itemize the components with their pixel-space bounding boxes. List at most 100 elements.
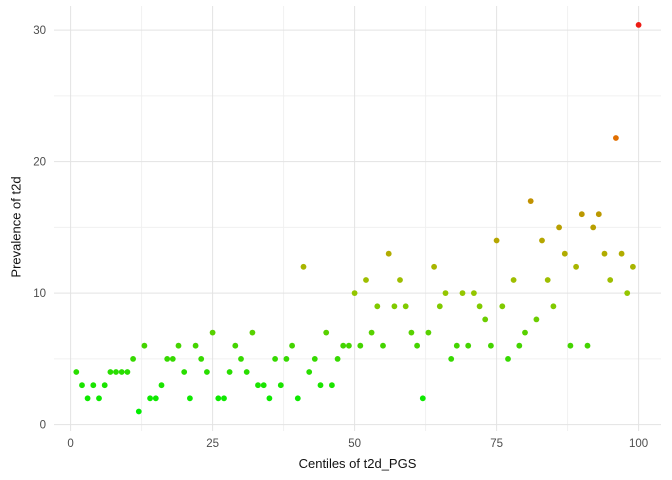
data-point: [380, 342, 386, 349]
x-tick-label: 75: [490, 438, 503, 450]
data-point: [465, 342, 472, 349]
data-point: [482, 316, 489, 323]
data-point: [243, 369, 250, 375]
data-point: [499, 303, 506, 310]
data-point: [198, 356, 205, 362]
data-point: [527, 198, 534, 205]
data-point: [630, 263, 636, 270]
data-point: [419, 395, 426, 402]
data-point: [192, 342, 199, 349]
data-point: [152, 395, 159, 402]
data-point: [79, 382, 85, 389]
data-point: [277, 382, 284, 389]
data-point: [232, 342, 239, 349]
data-point: [209, 329, 216, 336]
data-point: [141, 342, 148, 349]
data-point: [505, 356, 511, 362]
data-point: [601, 250, 608, 257]
data-point: [425, 329, 432, 336]
data-point: [221, 395, 227, 402]
data-point: [567, 342, 574, 349]
data-point: [539, 237, 545, 244]
data-point: [607, 277, 614, 283]
data-point: [453, 342, 460, 349]
data-point: [357, 342, 364, 349]
x-tick-label: 0: [67, 438, 73, 450]
data-point: [90, 382, 97, 389]
data-point: [374, 303, 381, 310]
data-point: [635, 22, 642, 28]
data-point: [323, 329, 330, 336]
data-point: [311, 356, 318, 362]
data-point: [317, 382, 324, 389]
y-tick-label: 10: [33, 288, 46, 300]
data-point: [147, 395, 154, 402]
data-point: [175, 342, 182, 349]
data-point: [436, 303, 443, 310]
data-point: [306, 369, 313, 375]
x-tick-label: 100: [629, 438, 648, 450]
data-point: [385, 250, 392, 257]
data-point: [130, 356, 137, 362]
data-point: [595, 211, 602, 218]
data-point: [402, 303, 409, 310]
data-point: [351, 290, 358, 296]
y-axis-title: Prevalence of t2d: [8, 176, 24, 278]
x-axis-title: Centiles of t2d_PGS: [298, 456, 417, 471]
data-point: [533, 316, 540, 323]
data-point: [363, 277, 369, 283]
data-point: [204, 369, 210, 375]
data-point: [516, 342, 523, 349]
data-point: [294, 395, 301, 402]
data-point: [334, 356, 341, 362]
data-point: [238, 356, 244, 362]
data-point: [96, 395, 102, 402]
data-point: [329, 382, 335, 389]
data-point: [550, 303, 557, 310]
data-point: [135, 408, 142, 415]
data-point: [391, 303, 398, 310]
data-point: [590, 224, 597, 231]
data-point: [442, 290, 449, 296]
data-point: [573, 263, 579, 270]
data-point: [107, 369, 114, 375]
data-point: [414, 342, 420, 349]
data-point: [73, 369, 80, 375]
data-point: [510, 277, 517, 283]
data-point: [84, 395, 91, 402]
data-point: [101, 382, 108, 389]
data-point: [624, 290, 631, 296]
y-tick-label: 30: [33, 25, 46, 37]
data-point: [113, 369, 119, 375]
data-point: [397, 277, 403, 283]
data-point: [215, 395, 222, 402]
data-point: [584, 342, 591, 349]
data-point: [283, 356, 290, 362]
data-point: [578, 211, 585, 218]
data-point: [255, 382, 261, 389]
data-point: [368, 329, 375, 336]
data-point: [340, 342, 347, 349]
data-point: [300, 263, 307, 270]
data-point: [522, 329, 528, 336]
data-point: [158, 382, 165, 389]
data-point: [181, 369, 188, 375]
data-point: [488, 342, 494, 349]
data-point: [471, 290, 477, 296]
data-point: [459, 290, 466, 296]
data-point: [408, 329, 415, 336]
data-point: [118, 369, 125, 375]
x-tick-label: 50: [348, 438, 361, 450]
data-point: [544, 277, 551, 283]
data-point: [169, 356, 176, 362]
data-point: [618, 250, 625, 257]
data-point: [556, 224, 562, 231]
data-point: [613, 135, 619, 141]
x-tick-label: 25: [206, 438, 219, 450]
data-point: [561, 250, 568, 257]
data-point: [289, 342, 295, 349]
data-point: [476, 303, 483, 310]
data-point: [272, 356, 278, 362]
data-point: [124, 369, 131, 375]
